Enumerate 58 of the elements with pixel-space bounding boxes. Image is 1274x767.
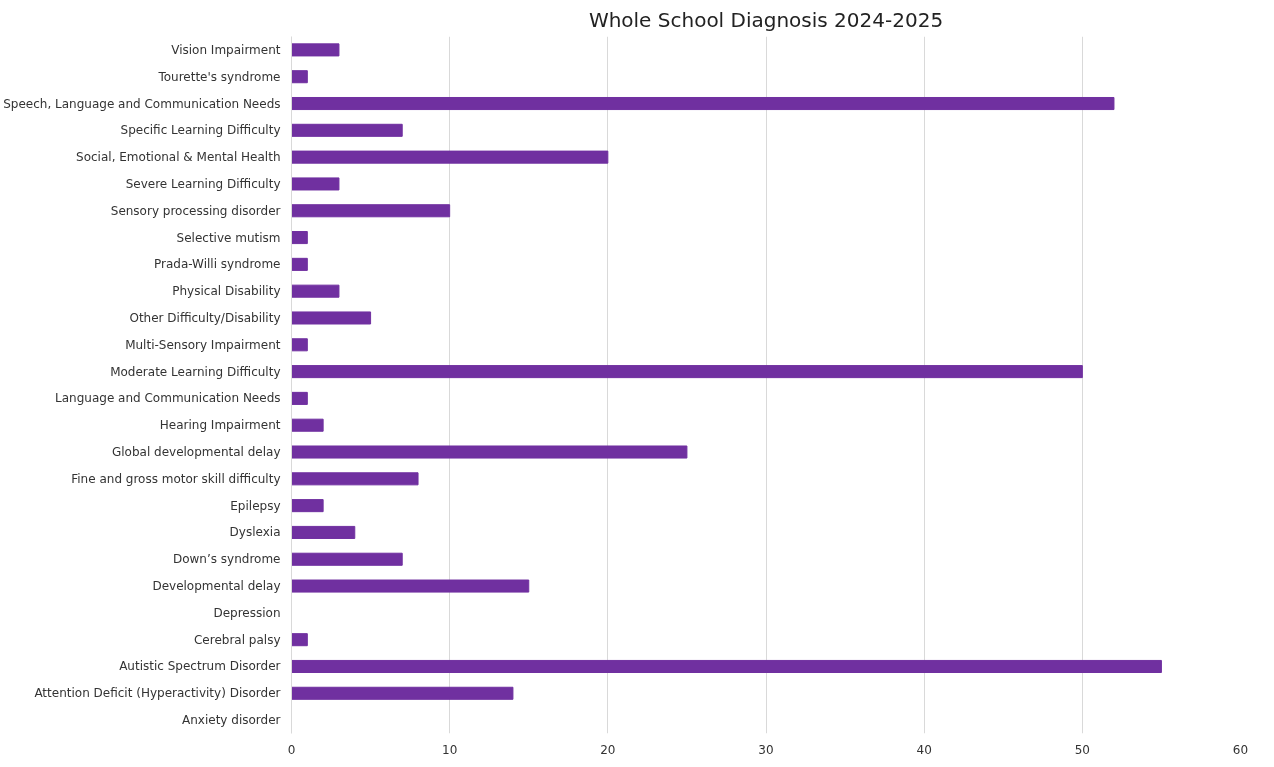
y-tick-label: Attention Deficit (Hyperactivity) Disorder — [34, 686, 281, 701]
bar — [291, 177, 340, 191]
x-tick-label: 20 — [600, 742, 616, 757]
x-tick-label: 50 — [1074, 742, 1090, 757]
y-tick-label: Social, Emotional & Mental Health — [76, 150, 281, 165]
y-tick-label: Selective mutism — [176, 230, 281, 245]
bar — [291, 659, 1162, 674]
x-tick-label: 30 — [758, 742, 774, 757]
bar — [291, 445, 688, 459]
x-tick-label: 40 — [916, 742, 932, 757]
y-tick-label: Speech, Language and Communication Needs — [3, 96, 281, 111]
bar — [291, 96, 1115, 111]
bar — [291, 365, 1083, 379]
bar — [291, 472, 419, 486]
bar — [291, 257, 308, 271]
y-tick-label: Vision Impairment — [171, 42, 281, 57]
y-tick-label: Depression — [213, 605, 281, 620]
y-tick-label: Cerebral palsy — [193, 632, 281, 647]
y-tick-label: Epilepsy — [230, 498, 281, 513]
y-tick-label: Hearing Impairment — [159, 418, 281, 433]
bar — [291, 633, 308, 647]
y-tick-label: Anxiety disorder — [182, 713, 281, 728]
bar — [291, 686, 514, 700]
y-tick-label: Language and Communication Needs — [55, 391, 281, 406]
bar — [291, 391, 308, 405]
bar — [291, 338, 308, 352]
bar — [291, 418, 324, 432]
y-tick-label: Moderate Learning Difficulty — [110, 364, 281, 379]
bar — [291, 43, 340, 57]
bar — [291, 311, 372, 325]
bar — [291, 499, 324, 513]
y-tick-label: Developmental delay — [152, 579, 281, 594]
x-tick-label: 10 — [442, 742, 458, 757]
y-tick-label: Tourette's syndrome — [157, 69, 281, 84]
bar — [291, 579, 530, 593]
y-tick-label: Dyslexia — [229, 525, 281, 540]
chart-title: Whole School Diagnosis 2024-2025 — [588, 7, 944, 32]
bar — [291, 204, 451, 218]
bar — [291, 150, 609, 164]
bar — [291, 552, 403, 566]
y-tick-label: Prada-Willi syndrome — [153, 257, 281, 272]
y-tick-label: Down’s syndrome — [172, 552, 281, 567]
bar — [291, 284, 340, 298]
y-tick-label: Multi-Sensory Impairment — [125, 337, 281, 352]
x-tick-label: 60 — [1232, 742, 1249, 757]
bar — [291, 231, 308, 245]
bar — [291, 70, 308, 84]
bar — [291, 525, 356, 539]
y-tick-label: Autistic Spectrum Disorder — [119, 659, 281, 674]
y-tick-label: Global developmental delay — [111, 445, 281, 460]
x-tick-label: 0 — [287, 742, 296, 757]
y-tick-label: Severe Learning Difficulty — [125, 176, 281, 191]
bar — [291, 123, 403, 137]
y-tick-label: Fine and gross motor skill difficulty — [71, 471, 281, 486]
y-tick-label: Sensory processing disorder — [110, 203, 281, 218]
y-tick-label: Other Difficulty/Disability — [129, 310, 281, 325]
y-tick-label: Specific Learning Difficulty — [120, 123, 281, 138]
y-tick-label: Physical Disability — [172, 284, 281, 299]
